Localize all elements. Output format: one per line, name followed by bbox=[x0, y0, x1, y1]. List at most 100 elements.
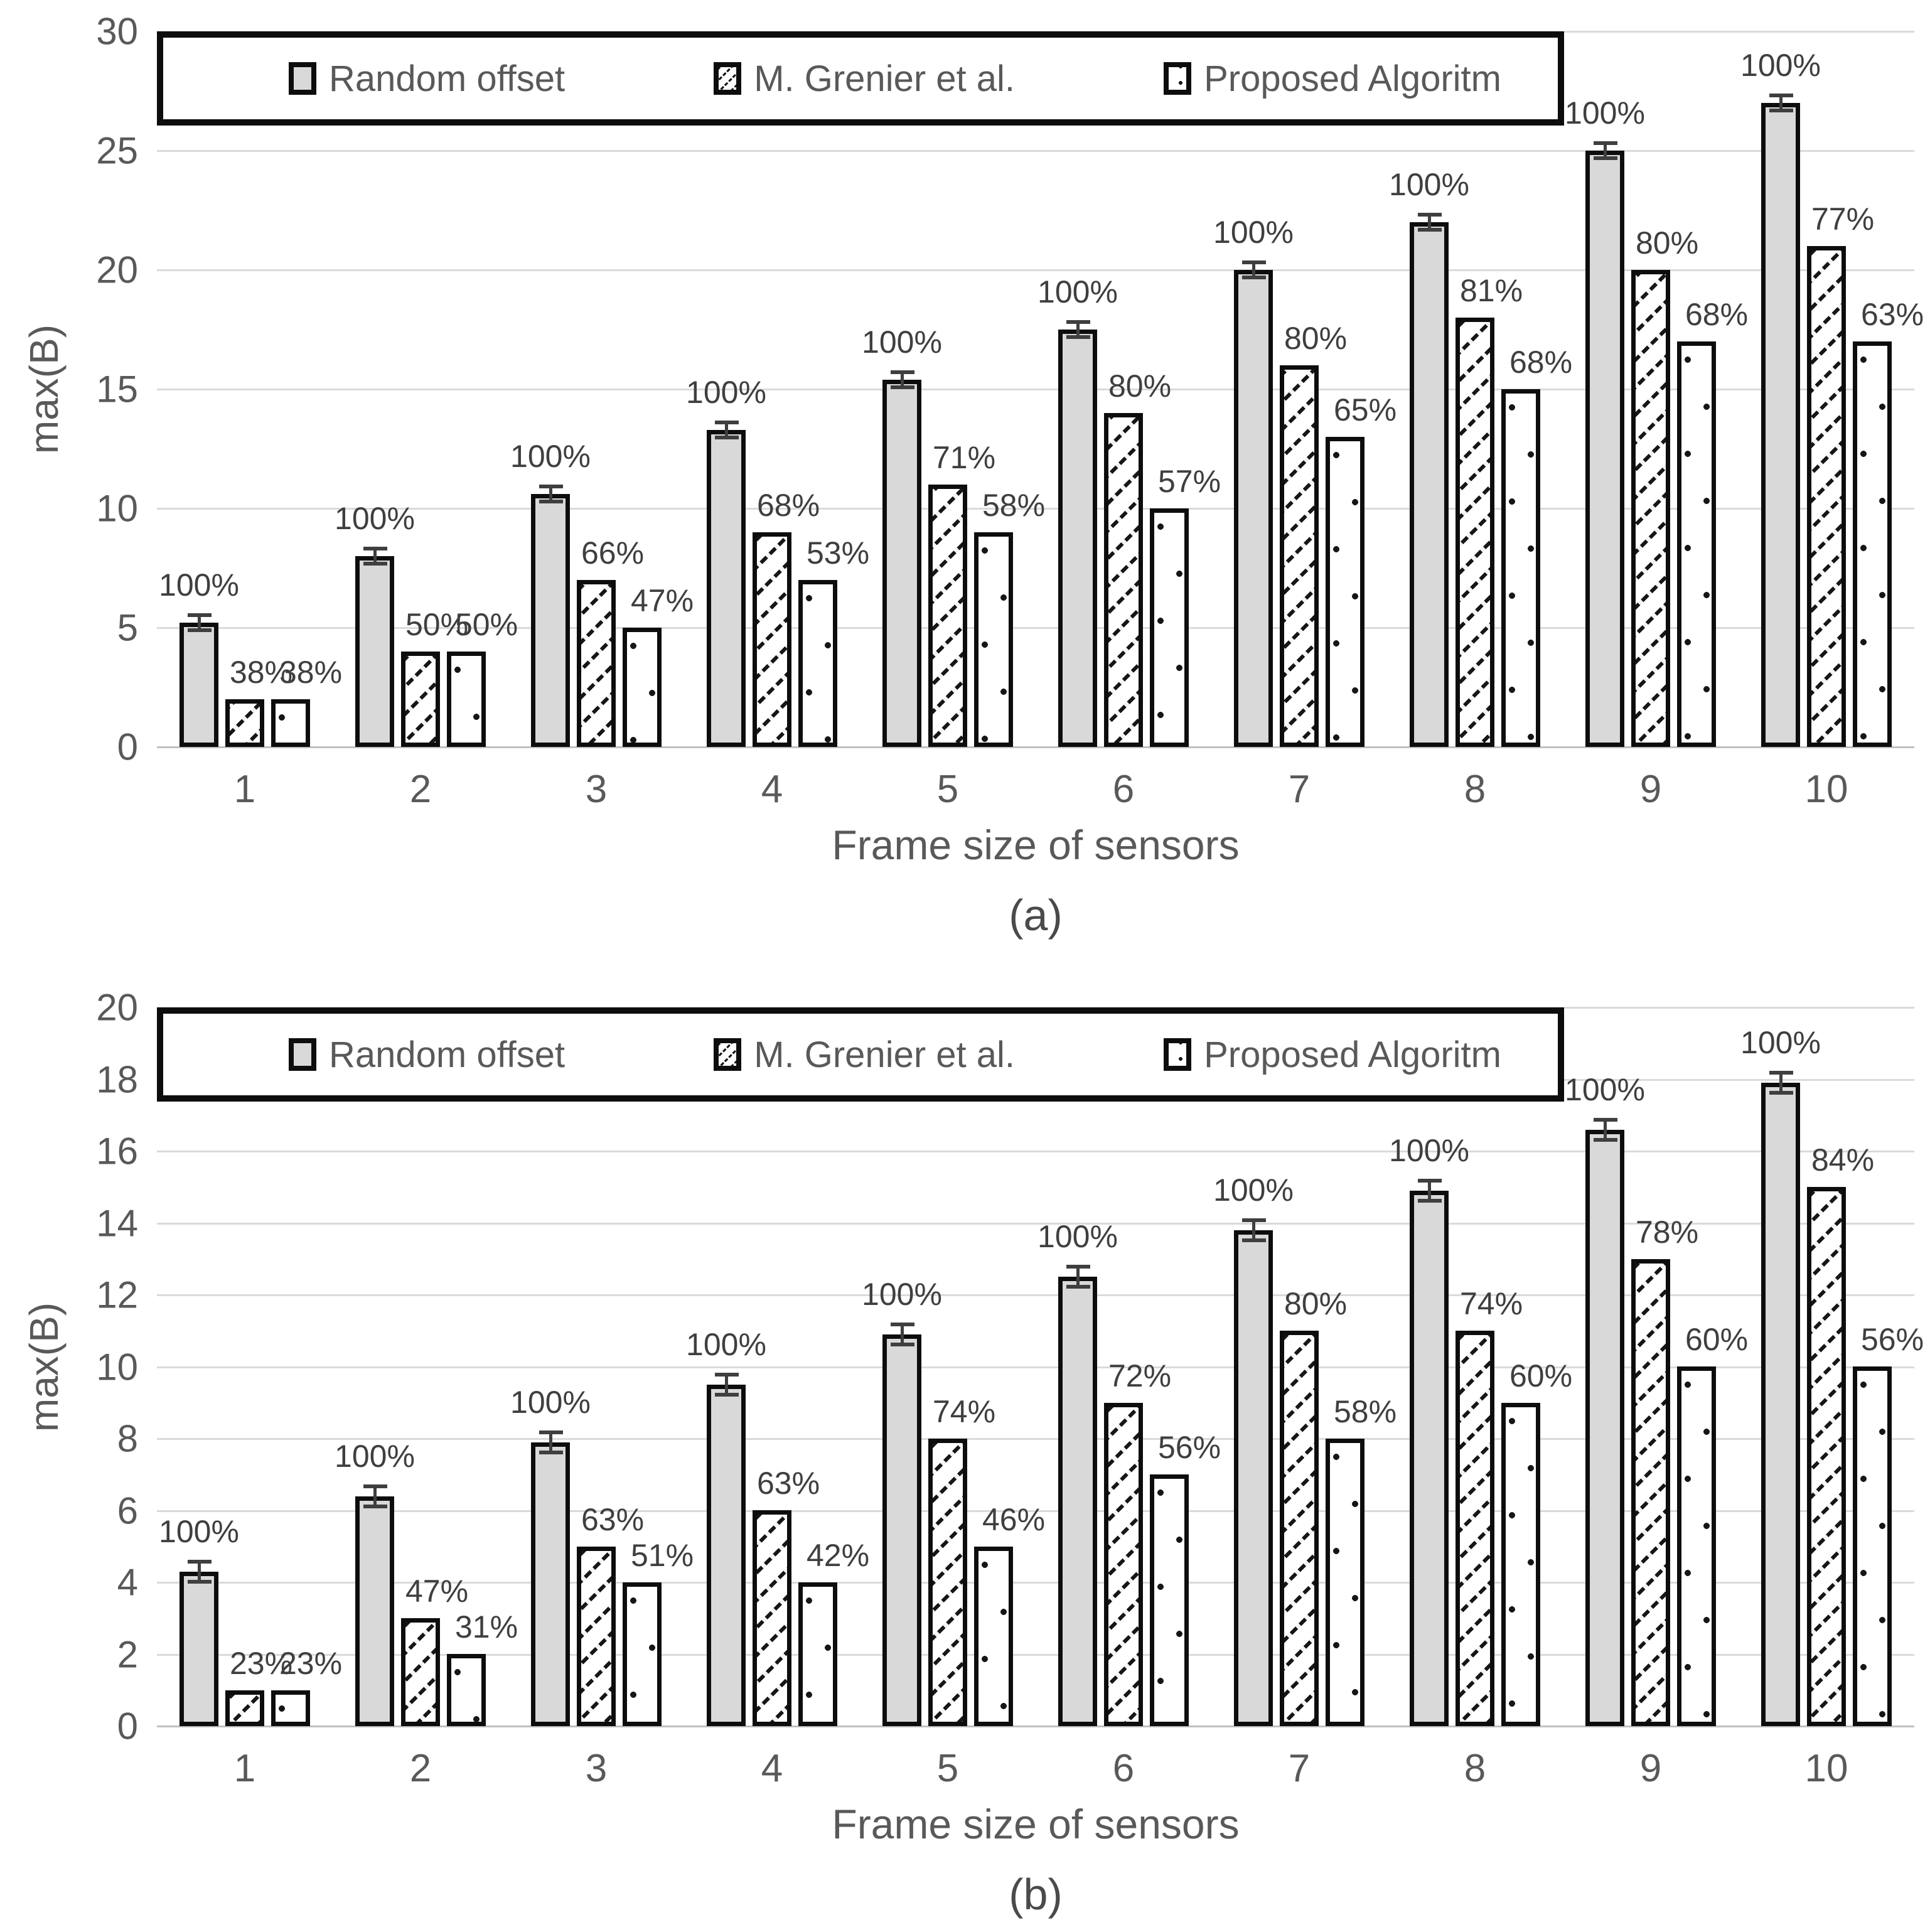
legend-label: Proposed Algoritm bbox=[1204, 1034, 1501, 1075]
bar-dots-g2 bbox=[447, 1654, 486, 1726]
x-tick-label: 8 bbox=[1464, 1747, 1486, 1790]
legend-item: M. Grenier et al. bbox=[714, 58, 1015, 100]
data-label: 100% bbox=[1213, 215, 1294, 250]
gridline bbox=[157, 1582, 1914, 1584]
y-tick-label: 5 bbox=[117, 606, 138, 649]
error-bar bbox=[373, 1486, 377, 1507]
bar-solid-g8 bbox=[1410, 1191, 1449, 1726]
bar-dots-g3 bbox=[623, 628, 662, 747]
data-label: 80% bbox=[1635, 225, 1699, 260]
x-tick-label: 5 bbox=[936, 1747, 959, 1790]
data-label: 100% bbox=[1565, 95, 1645, 131]
data-label: 74% bbox=[932, 1394, 996, 1429]
gridline bbox=[157, 1222, 1914, 1225]
data-label: 84% bbox=[1811, 1142, 1875, 1178]
y-tick-label: 15 bbox=[96, 368, 138, 411]
bar-dots-g7 bbox=[1326, 1439, 1364, 1726]
chart-a: max(B) 0 5 10 15 20 25 30 1 100% 38% 38% 2 100% 50% 50… bbox=[0, 0, 1930, 967]
data-label: 78% bbox=[1635, 1215, 1699, 1250]
gridline bbox=[157, 746, 1914, 748]
data-label: 63% bbox=[1860, 297, 1924, 332]
bar-hatch-g4 bbox=[753, 532, 791, 747]
x-axis-title: Frame size of sensors bbox=[832, 1801, 1240, 1847]
data-label: 57% bbox=[1157, 464, 1221, 499]
data-label: 68% bbox=[756, 488, 820, 523]
error-bar bbox=[725, 422, 728, 438]
gridline bbox=[157, 508, 1914, 510]
data-label: 100% bbox=[1389, 1133, 1469, 1168]
chart-caption: (a) bbox=[1009, 891, 1063, 940]
x-tick-label: 9 bbox=[1639, 768, 1662, 811]
data-label: 58% bbox=[982, 488, 1046, 523]
x-tick-label: 10 bbox=[1804, 1747, 1848, 1790]
bar-hatch-g2 bbox=[401, 1618, 440, 1726]
legend-item: Random offset bbox=[289, 1034, 565, 1076]
legend-item: Random offset bbox=[289, 58, 565, 100]
error-bar bbox=[198, 614, 201, 631]
y-tick-label: 10 bbox=[96, 487, 138, 530]
legend: Random offset M. Grenier et al. Proposed A… bbox=[157, 31, 1564, 126]
data-label: 80% bbox=[1108, 368, 1172, 404]
legend-label: M. Grenier et al. bbox=[754, 1034, 1016, 1075]
error-bar bbox=[901, 1324, 904, 1345]
bar-solid-g1 bbox=[180, 1572, 218, 1726]
bar-solid-g1 bbox=[180, 623, 218, 747]
bar-hatch-g1 bbox=[225, 1690, 264, 1726]
data-label: 65% bbox=[1333, 392, 1397, 427]
plot-area: 0 2 4 6 8 10 12 14 16 18 20 1 100% 23% 23% 2 100% 47% 31% 3… bbox=[96, 987, 1924, 1791]
bar-solid-g10 bbox=[1761, 103, 1800, 747]
gridline bbox=[157, 150, 1914, 152]
data-label: 100% bbox=[159, 1514, 239, 1549]
chart-b: max(B) 0 2 4 6 8 10 12 14 16 18 20 1 100% 23% 23% 2 100%… bbox=[0, 967, 1930, 1932]
data-label: 23% bbox=[279, 1646, 343, 1681]
gridline bbox=[157, 1366, 1914, 1368]
bar-hatch-g8 bbox=[1456, 318, 1494, 747]
data-label: 60% bbox=[1509, 1358, 1573, 1393]
data-label: 56% bbox=[1860, 1322, 1924, 1357]
bar-dots-g7 bbox=[1326, 437, 1364, 747]
gridline bbox=[157, 627, 1914, 629]
data-label: 68% bbox=[1685, 297, 1749, 332]
legend: Random offset M. Grenier et al. Proposed A… bbox=[157, 1007, 1564, 1102]
bar-hatch-g9 bbox=[1631, 270, 1670, 747]
error-bar bbox=[1428, 214, 1431, 230]
y-tick-label: 10 bbox=[96, 1346, 138, 1388]
x-tick-label: 4 bbox=[761, 1747, 783, 1790]
x-tick-label: 1 bbox=[233, 1747, 256, 1790]
bar-dots-g1 bbox=[271, 699, 310, 747]
data-label: 100% bbox=[1213, 1173, 1294, 1208]
bar-solid-g3 bbox=[531, 1442, 570, 1726]
data-label: 80% bbox=[1284, 1286, 1348, 1321]
data-label: 38% bbox=[279, 655, 343, 690]
bar-dots-g9 bbox=[1677, 341, 1716, 747]
x-tick-label: 2 bbox=[409, 1747, 432, 1790]
y-tick-label: 4 bbox=[117, 1561, 138, 1604]
legend-label: Proposed Algoritm bbox=[1204, 58, 1501, 99]
data-label: 66% bbox=[581, 535, 645, 571]
bar-hatch-g3 bbox=[577, 580, 616, 747]
data-label: 100% bbox=[1037, 1219, 1118, 1254]
data-label: 100% bbox=[335, 1439, 415, 1474]
bar-solid-g2 bbox=[355, 1496, 394, 1726]
data-label: 100% bbox=[335, 501, 415, 536]
legend-swatch-solid bbox=[289, 62, 316, 95]
bar-dots-g10 bbox=[1853, 1366, 1892, 1726]
error-bar bbox=[901, 372, 904, 388]
error-bar bbox=[1604, 1119, 1607, 1140]
bar-hatch-g4 bbox=[753, 1510, 791, 1726]
y-axis-title: max(B) bbox=[21, 324, 67, 454]
data-label: 100% bbox=[1740, 48, 1821, 83]
data-label: 100% bbox=[510, 1385, 591, 1420]
y-tick-label: 0 bbox=[117, 726, 138, 768]
bar-solid-g3 bbox=[531, 494, 570, 747]
data-label: 100% bbox=[862, 325, 942, 360]
legend-label: Random offset bbox=[329, 58, 566, 99]
data-label: 63% bbox=[581, 1502, 645, 1537]
bar-solid-g9 bbox=[1585, 1130, 1624, 1726]
x-tick-label: 1 bbox=[233, 768, 256, 811]
data-label: 80% bbox=[1284, 321, 1348, 356]
legend-swatch-hatch bbox=[714, 1038, 742, 1071]
bar-hatch-g10 bbox=[1807, 1187, 1846, 1726]
chart-caption: (b) bbox=[1009, 1870, 1063, 1919]
data-label: 71% bbox=[932, 440, 996, 475]
